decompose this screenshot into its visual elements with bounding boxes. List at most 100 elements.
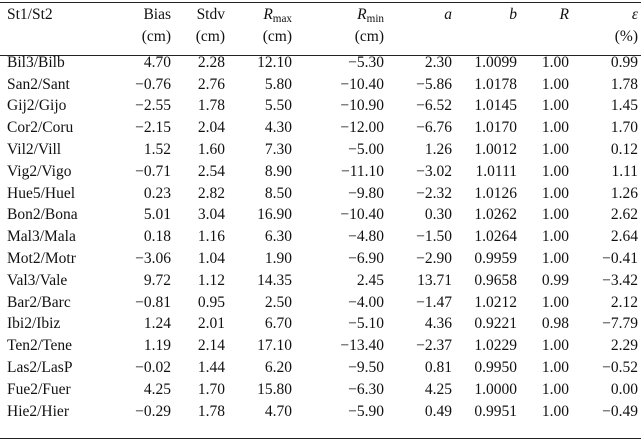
cell-epsilon: −7.79 [602,315,638,333]
table-row: Las2/LasP −0.02 1.44 6.20 −9.50 0.81 0.9950 1.0… [0,357,641,379]
table-row: Bil3/Bilb 4.70 2.28 12.10 −5.30 2.30 1.0099 1.0… [0,52,641,74]
cell-r: 1.00 [541,141,569,159]
cell-rmin: −5.00 [348,141,384,159]
cell-epsilon: 2.64 [610,228,638,246]
table-bottom-rule [0,438,641,439]
cell-r: 1.00 [541,337,569,355]
cell-a: −2.32 [416,184,452,202]
cell-epsilon: 2.29 [610,337,638,355]
cell-rmin: −4.80 [348,228,384,246]
cell-b: 0.9951 [474,402,517,420]
cell-rmax: 14.35 [257,271,292,289]
table-top-rule [0,2,641,3]
cell-stdv: 1.78 [197,402,225,420]
cell-epsilon: −0.52 [602,359,638,377]
cell-stdv: 1.70 [197,380,225,398]
cell-rmin: −5.10 [348,315,384,333]
cell-b: 1.0012 [474,141,517,159]
cell-station: Val3/Vale [7,271,68,289]
units-stdv: (cm) [195,28,225,45]
cell-r: 1.00 [541,228,569,246]
cell-rmax: 15.80 [257,380,292,398]
cell-b: 1.0099 [474,53,517,71]
cell-bias: −0.71 [135,162,171,180]
cell-b: 0.9950 [474,359,517,377]
header-name-row: St1/St2 Bias Stdv Rmax Rmin a b R ε [0,4,641,26]
cell-a: −2.37 [416,337,452,355]
cell-rmin: −9.80 [348,184,384,202]
cell-stdv: 2.54 [197,162,225,180]
header-rmax-subscript: max [272,12,292,25]
cell-bias: 4.25 [143,380,171,398]
cell-bias: 0.23 [143,184,171,202]
cell-stdv: 2.04 [197,119,225,137]
cell-b: 1.0145 [474,97,517,115]
cell-bias: 0.18 [143,228,171,246]
cell-rmin: −13.40 [340,337,384,355]
table-row: Hie2/Hier −0.29 1.78 4.70 −5.90 0.49 0.9951 1.0… [0,401,641,423]
cell-station: Bar2/Barc [7,293,71,311]
cell-stdv: 2.14 [197,337,225,355]
cell-rmax: 1.90 [264,250,292,268]
cell-r: 1.00 [541,293,569,311]
cell-b: 1.0262 [474,206,517,224]
cell-station: Fue2/Fuer [7,380,71,398]
cell-r: 1.00 [541,97,569,115]
cell-epsilon: 2.62 [610,206,638,224]
cell-a: −6.76 [416,119,452,137]
cell-r: 1.00 [541,402,569,420]
header-stdv: Stdv [196,6,225,23]
cell-bias: −0.76 [135,75,171,93]
cell-bias: −2.55 [135,97,171,115]
cell-rmax: 17.10 [257,337,292,355]
cell-rmin: −6.90 [348,250,384,268]
cell-rmax: 7.30 [264,141,292,159]
cell-rmax: 5.80 [264,75,292,93]
units-r [520,26,572,48]
cell-a: 4.25 [424,380,452,398]
cell-b: 1.0264 [474,228,517,246]
cell-r: 0.99 [541,271,569,289]
cell-a: −1.50 [416,228,452,246]
cell-rmax: 8.90 [264,162,292,180]
cell-a: −3.02 [416,162,452,180]
table-row: Ibi2/Ibiz 1.24 2.01 6.70 −5.10 4.36 0.9221 0.98… [0,314,641,336]
cell-rmin: −10.40 [340,75,384,93]
table-row: Val3/Vale 9.72 1.12 14.35 2.45 13.71 0.9658 0.9… [0,270,641,292]
cell-bias: 1.52 [143,141,171,159]
cell-stdv: 1.16 [197,228,225,246]
cell-b: 1.0212 [474,293,517,311]
table-row: Gij2/Gijo −2.55 1.78 5.50 −10.90 −6.52 1.0145 1… [0,96,641,118]
cell-r: 1.00 [541,162,569,180]
table-row: Cor2/Coru −2.15 2.04 4.30 −12.00 −6.76 1.0170 1… [0,117,641,139]
cell-b: 0.9221 [474,315,517,333]
cell-bias: 9.72 [143,271,171,289]
cell-bias: −0.02 [135,359,171,377]
table-header-rule [0,55,641,56]
cell-r: 1.00 [541,206,569,224]
cell-station: Ibi2/Ibiz [7,315,61,333]
cell-r: 0.98 [541,315,569,333]
cell-a: 0.49 [424,402,452,420]
units-a [387,26,455,48]
table-header: St1/St2 Bias Stdv Rmax Rmin a b R ε (cm)… [0,4,641,52]
header-station: St1/St2 [7,6,53,23]
header-epsilon: ε [631,6,638,23]
cell-rmax: 12.10 [257,53,292,71]
cell-rmax: 16.90 [257,206,292,224]
table-row: Bon2/Bona 5.01 3.04 16.90 −10.40 0.30 1.0262 1.… [0,205,641,227]
header-rmax: Rmax [228,4,295,26]
cell-epsilon: 1.26 [610,184,638,202]
cell-stdv: 2.01 [197,315,225,333]
cell-a: 0.30 [424,206,452,224]
cell-stdv: 1.60 [197,141,225,159]
cell-stdv: 3.04 [197,206,225,224]
cell-station: Vil2/Vill [7,141,62,159]
header-r: R [559,6,569,23]
cell-epsilon: 1.70 [610,119,638,137]
cell-bias: −0.81 [135,293,171,311]
cell-station: Hue5/Huel [7,184,76,202]
cell-b: 1.0229 [474,337,517,355]
cell-rmax: 6.20 [264,359,292,377]
cell-stdv: 2.28 [197,53,225,71]
